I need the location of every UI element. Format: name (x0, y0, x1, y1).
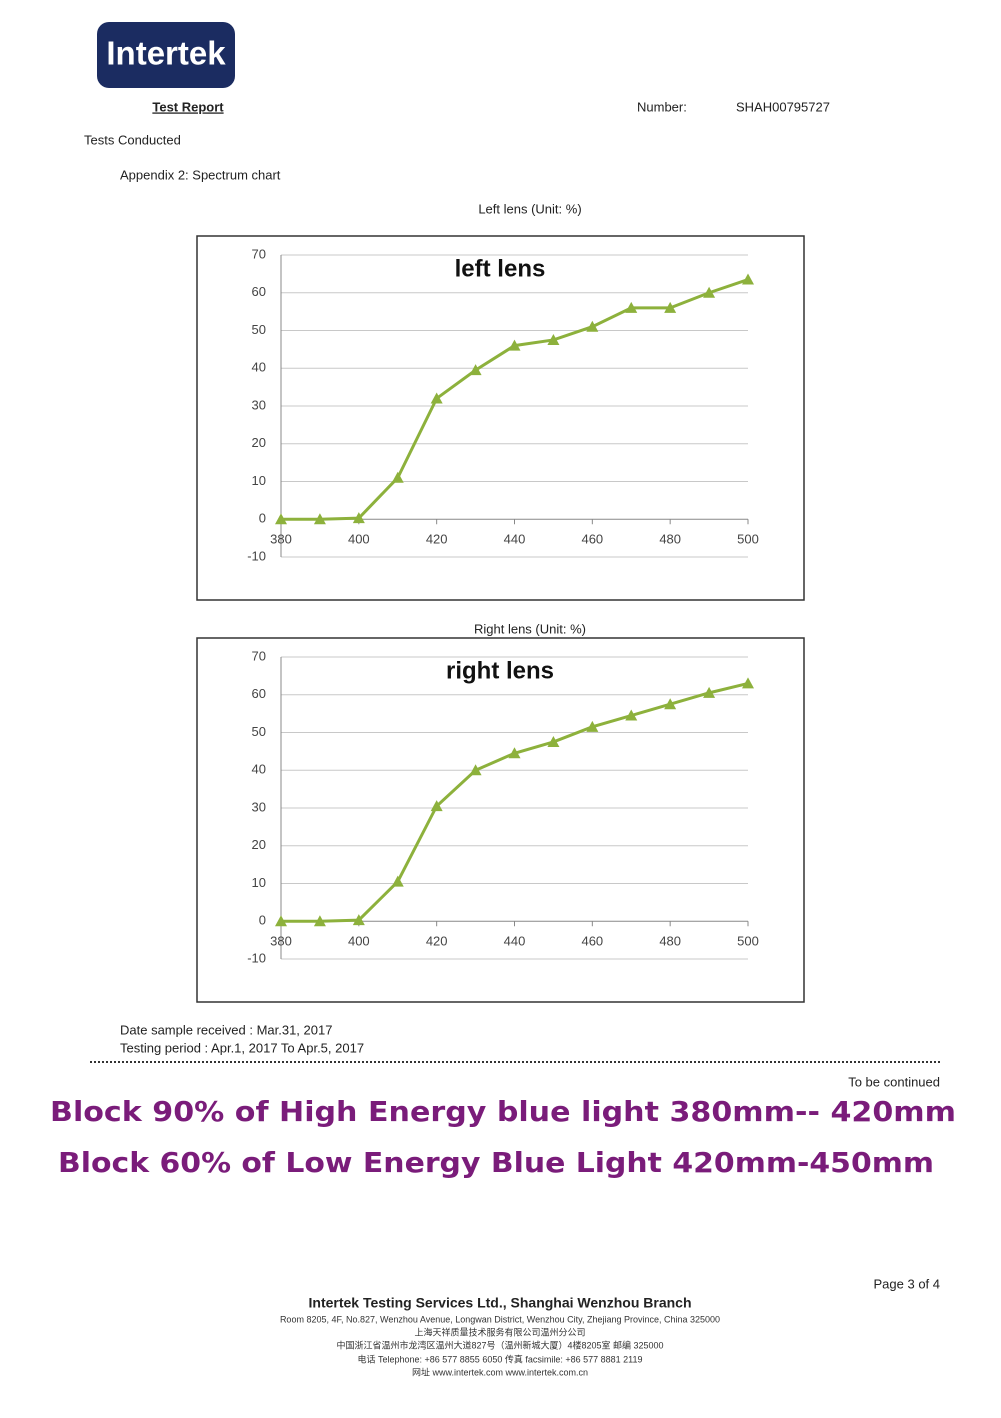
x-tick-label: 500 (737, 532, 759, 547)
x-tick-label: 500 (737, 934, 759, 949)
report-title: Test Report (152, 99, 224, 114)
page-number: Page 3 of 4 (874, 1276, 941, 1291)
y-tick-label: 70 (252, 648, 266, 663)
data-marker (275, 513, 287, 525)
y-tick-label: 0 (259, 511, 266, 526)
data-line (281, 278, 749, 521)
claim: Block 90% of High Energy blue light 380m… (50, 1095, 956, 1128)
data-marker (313, 915, 326, 927)
footer-line: 上海天祥质量技术服务有限公司温州分公司 (414, 1326, 585, 1337)
chart-frame (196, 637, 805, 1003)
y-tick-label: 10 (252, 875, 266, 890)
data-marker (586, 720, 599, 732)
y-tick-label: 20 (252, 435, 266, 450)
data-marker (352, 914, 365, 926)
data-marker (391, 471, 404, 483)
data-marker (508, 747, 521, 759)
x-tick-label: 460 (581, 934, 603, 949)
y-tick-label: 40 (252, 762, 266, 777)
section: Tests Conducted (84, 132, 181, 147)
data-marker (625, 301, 638, 313)
x-tick-label: 380 (270, 532, 292, 547)
chart-annotation: left lens (455, 255, 546, 282)
data-marker (703, 686, 716, 698)
data-marker (703, 286, 716, 298)
logo-box (97, 22, 235, 88)
data-marker (742, 273, 754, 285)
chart-annotation: right lens (446, 657, 554, 684)
data-marker (664, 698, 677, 710)
chart-title: Right lens (Unit: %) (474, 621, 586, 636)
y-tick-label: 0 (259, 913, 266, 928)
y-tick-label: -10 (247, 548, 266, 563)
claim: Block 60% of Low Energy Blue Light 420mm… (58, 1146, 934, 1179)
appendix: Appendix 2: Spectrum chart (120, 167, 281, 182)
y-tick-label: 60 (252, 686, 266, 701)
x-tick-label: 420 (426, 934, 448, 949)
y-tick-label: 70 (252, 246, 266, 261)
data-line (281, 681, 749, 923)
footer-line: 中国浙江省温州市龙湾区温州大道827号（温州新城大厦）4楼8205室 邮编 32… (336, 1339, 663, 1350)
data-marker (625, 709, 638, 721)
date-received: Date sample received : Mar.31, 2017 (120, 1022, 332, 1037)
x-tick-label: 380 (270, 934, 292, 949)
charts: Left lens (Unit: %) left lens -10 0 10 20 30 40… (196, 201, 805, 1003)
data-marker (508, 339, 521, 351)
x-tick-label: 400 (348, 934, 370, 949)
x-tick-label: 480 (659, 934, 681, 949)
address: Room 8205, 4F, No.827, Wenzhou Avenue, L… (280, 1314, 720, 1324)
data-marker (391, 875, 404, 887)
data-marker (547, 333, 560, 345)
y-tick-label: -10 (247, 950, 266, 965)
y-tick-label: 20 (252, 837, 266, 852)
x-tick-label: 460 (581, 532, 603, 547)
data-marker (313, 513, 326, 525)
x-tick-label: 440 (504, 934, 526, 949)
logo: Intertek (106, 35, 226, 72)
data-marker (352, 512, 365, 524)
testing-period: Testing period : Apr.1, 2017 To Apr.5, 2… (120, 1040, 364, 1055)
data-marker (275, 915, 287, 927)
x-tick-label: 400 (348, 532, 370, 547)
data-marker (469, 364, 482, 376)
y-tick-label: 30 (252, 799, 266, 814)
data-marker (586, 320, 599, 332)
y-tick-label: 50 (252, 322, 266, 337)
x-tick-label: 420 (426, 532, 448, 547)
footer-line: 网址 www.intertek.com www.intertek.com.cn (412, 1366, 588, 1377)
y-tick-label: 40 (252, 360, 266, 375)
data-marker (742, 677, 754, 689)
y-tick-label: 50 (252, 724, 266, 739)
company: Intertek Testing Services Ltd., Shanghai… (309, 1295, 692, 1311)
x-tick-label: 480 (659, 532, 681, 547)
data-marker (664, 301, 677, 313)
chart-frame (196, 235, 805, 601)
y-tick-label: 30 (252, 397, 266, 412)
continued: To be continued (848, 1074, 940, 1089)
x-tick-label: 440 (504, 532, 526, 547)
report-number: SHAH00795727 (736, 99, 830, 114)
data-marker (547, 735, 560, 747)
footer-line: 电话 Telephone: +86 577 8855 6050 传真 facsi… (357, 1353, 642, 1364)
y-tick-label: 60 (252, 284, 266, 299)
data-marker (430, 392, 443, 404)
y-tick-label: 10 (252, 473, 266, 488)
data-marker (469, 764, 482, 776)
data-marker (430, 800, 443, 812)
chart-title: Left lens (Unit: %) (478, 201, 581, 216)
number-label: Number: (637, 99, 687, 114)
